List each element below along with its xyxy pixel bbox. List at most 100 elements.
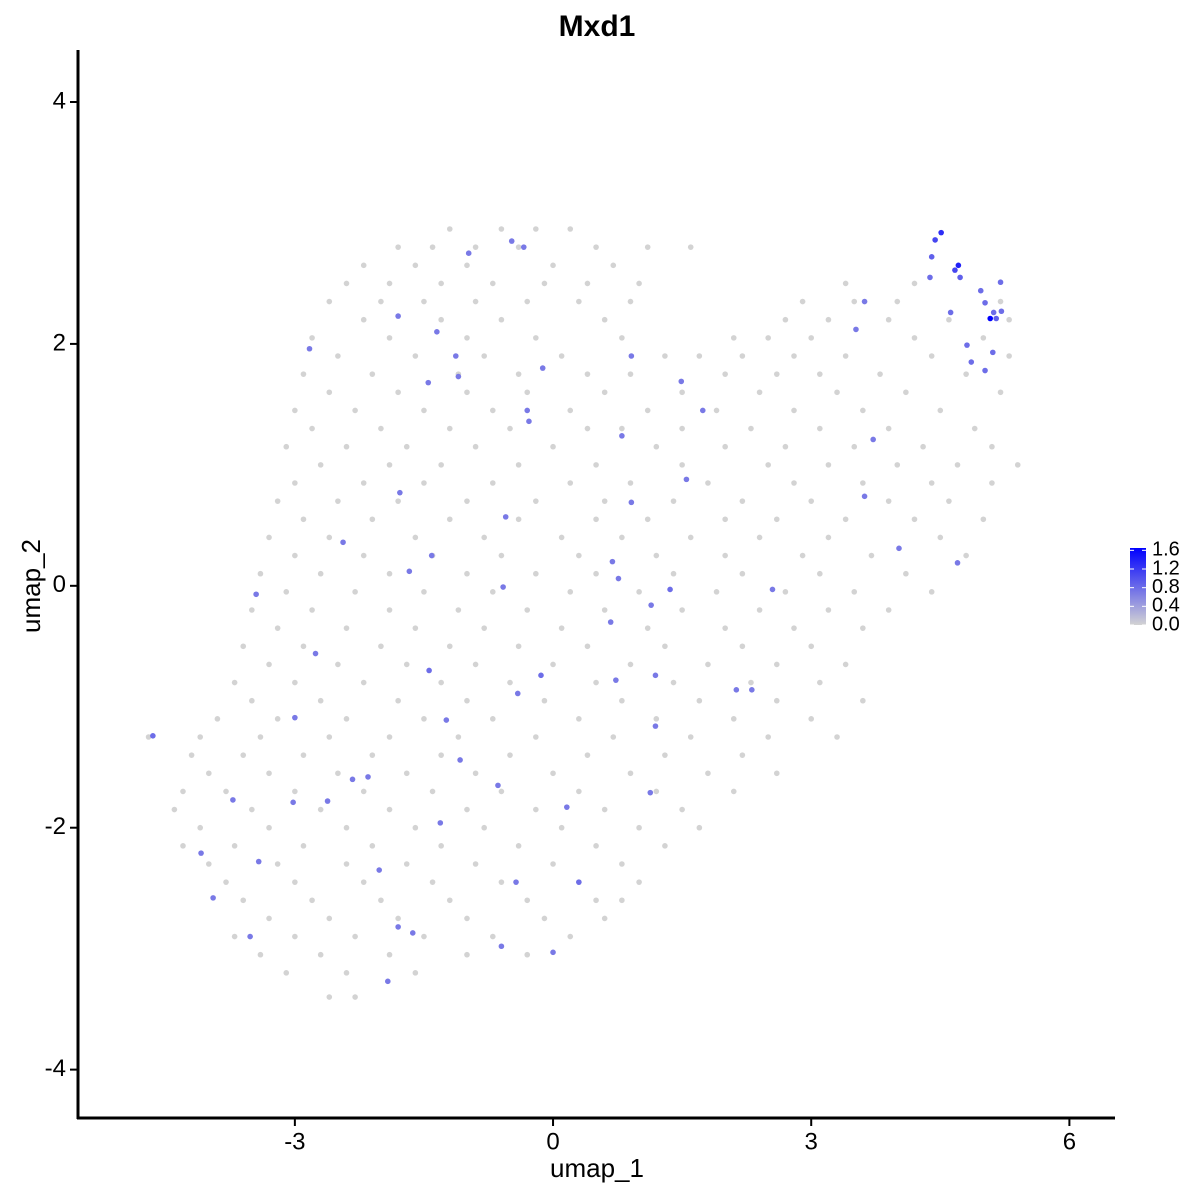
point [550, 861, 556, 867]
point [619, 534, 625, 541]
point [773, 770, 780, 777]
point [210, 895, 216, 901]
point [679, 389, 685, 396]
point [397, 489, 403, 496]
point [464, 262, 470, 269]
point [365, 774, 371, 780]
point [584, 280, 591, 287]
point [524, 389, 531, 396]
point [292, 788, 298, 795]
point [533, 498, 539, 504]
point [722, 552, 728, 559]
point [349, 776, 356, 783]
point [903, 570, 909, 577]
point [438, 316, 444, 323]
point [533, 335, 539, 341]
point [231, 679, 238, 686]
point [946, 316, 952, 323]
point [756, 534, 763, 541]
point [947, 309, 954, 316]
point [223, 879, 229, 885]
point [894, 462, 901, 468]
point [928, 254, 935, 260]
point [699, 407, 706, 414]
point [421, 407, 427, 414]
point [885, 498, 892, 504]
point [429, 879, 436, 885]
point [576, 879, 582, 885]
point [885, 316, 892, 323]
point [550, 949, 556, 956]
point [274, 625, 281, 631]
point [434, 329, 440, 335]
point [283, 970, 290, 976]
point [860, 407, 866, 414]
point [498, 943, 505, 950]
point [386, 951, 393, 958]
point [911, 280, 918, 287]
point [584, 425, 591, 432]
point [360, 679, 367, 686]
point [360, 552, 367, 559]
point [292, 714, 298, 721]
point [705, 661, 711, 668]
point [403, 661, 410, 668]
point [495, 782, 501, 789]
point [533, 806, 539, 813]
colorbar-label: 0.8 [1152, 576, 1180, 598]
point [817, 679, 823, 686]
point [576, 298, 582, 305]
point [247, 933, 253, 940]
point [541, 697, 548, 704]
point [989, 349, 996, 356]
point [885, 425, 892, 432]
point [593, 897, 599, 904]
point [352, 933, 358, 940]
point [515, 843, 522, 849]
point [231, 843, 238, 849]
point [636, 589, 642, 595]
point [524, 298, 531, 305]
point [739, 353, 746, 359]
point [982, 299, 988, 306]
point [584, 752, 591, 758]
point [352, 407, 358, 414]
point [619, 697, 625, 704]
point [713, 407, 720, 414]
point [610, 262, 617, 269]
point [696, 697, 703, 704]
point [954, 462, 961, 468]
point [567, 480, 574, 486]
point [326, 994, 333, 1000]
colorbar-label: 1.2 [1152, 557, 1180, 579]
point [524, 407, 531, 414]
point [498, 879, 505, 885]
point [601, 915, 608, 922]
point [748, 425, 754, 432]
point [667, 586, 673, 593]
point [860, 480, 866, 486]
point [335, 770, 341, 777]
point [457, 757, 463, 763]
point [197, 824, 204, 831]
point [324, 798, 331, 804]
point [782, 443, 789, 450]
x-axis-label: umap_1 [550, 1153, 644, 1183]
point [438, 280, 444, 287]
point [997, 389, 1004, 396]
point [868, 552, 875, 559]
point [266, 534, 272, 541]
point [508, 238, 515, 244]
point [465, 250, 472, 256]
point [920, 443, 926, 450]
point [613, 677, 619, 683]
point [490, 480, 496, 486]
point [769, 586, 776, 593]
point [446, 643, 453, 650]
point [773, 661, 780, 668]
point [274, 716, 281, 722]
point [952, 267, 958, 273]
point [739, 752, 746, 758]
point [927, 274, 933, 281]
